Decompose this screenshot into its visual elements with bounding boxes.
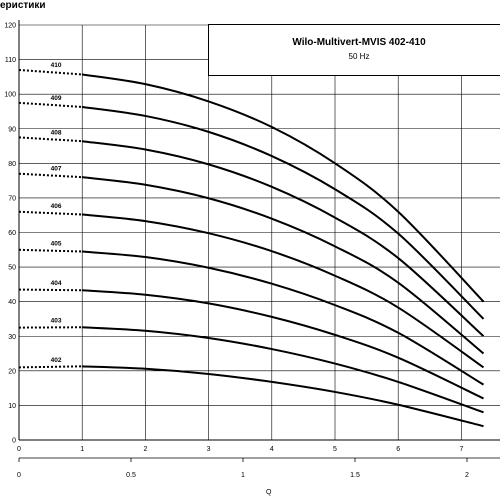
y-tick-labels: 0 10 20 30 40 50 60 70 80 90 100 110 120 bbox=[4, 23, 16, 445]
x-tick-labels: 0 1 2 3 4 5 6 7 0 0.5 1 1.5 2 bbox=[17, 446, 469, 479]
series-curve-dotted-408 bbox=[18, 136, 83, 143]
series-curve-406 bbox=[82, 213, 485, 369]
chart-title: Wilo-Multivert-MVIS 402-410 bbox=[292, 37, 426, 48]
series-label-403: 403 bbox=[51, 317, 62, 324]
series-curve-dotted-405 bbox=[18, 248, 83, 253]
x-tick-label-bottom: 2 bbox=[465, 472, 469, 479]
x-tick-label-top: 4 bbox=[270, 446, 274, 453]
series-curve-408 bbox=[82, 140, 485, 337]
y-tick-label: 90 bbox=[8, 126, 16, 133]
y-tick-label: 10 bbox=[8, 403, 16, 410]
series-label-408: 408 bbox=[51, 129, 62, 136]
x-tick-label-bottom: 0.5 bbox=[126, 472, 136, 479]
x-tick-label-bottom: 1 bbox=[241, 472, 245, 479]
y-tick-label: 100 bbox=[4, 92, 16, 99]
x-tick-label-top: 7 bbox=[459, 446, 463, 453]
grid bbox=[18, 20, 500, 459]
series-curve-dotted-404 bbox=[18, 288, 83, 292]
y-tick-label: 20 bbox=[8, 368, 16, 375]
series-label-406: 406 bbox=[51, 203, 62, 210]
series-label-404: 404 bbox=[51, 280, 62, 287]
series-curve-403 bbox=[82, 326, 484, 414]
y-tick-label: 110 bbox=[5, 57, 16, 64]
y-tick-label: 40 bbox=[8, 299, 16, 306]
y-tick-label: 80 bbox=[8, 161, 16, 168]
x-tick-label-top: 1 bbox=[80, 446, 84, 453]
chart-title-box: Wilo-Multivert-MVIS 402-410 50 Hz bbox=[208, 24, 500, 76]
series-curve-dotted-406 bbox=[18, 210, 83, 216]
series-curve-dotted-409 bbox=[18, 101, 83, 108]
series-label-405: 405 bbox=[51, 241, 62, 248]
series-label-410: 410 bbox=[51, 62, 62, 69]
y-tick-label: 0 bbox=[12, 438, 16, 445]
series-curve-409 bbox=[82, 105, 485, 320]
series-lines bbox=[18, 68, 485, 428]
y-tick-label: 70 bbox=[8, 195, 16, 202]
series-curve-402 bbox=[82, 365, 484, 428]
series-label-402: 402 bbox=[51, 357, 62, 364]
series-curve-dotted-407 bbox=[18, 172, 83, 179]
x-tick-label-top: 5 bbox=[333, 446, 337, 453]
series-curve-404 bbox=[82, 289, 484, 400]
chart-subtitle: 50 Hz bbox=[348, 52, 370, 61]
y-tick-label: 120 bbox=[4, 23, 16, 30]
series-curve-dotted-410 bbox=[18, 68, 83, 76]
series-curve-407 bbox=[82, 176, 485, 355]
x-tick-label-bottom: 1.5 bbox=[350, 472, 360, 479]
series-label-409: 409 bbox=[51, 95, 62, 102]
x-tick-label-top: 3 bbox=[207, 446, 211, 453]
series-curve-410 bbox=[82, 73, 485, 303]
series-curve-dotted-402 bbox=[18, 365, 83, 369]
x-tick-label-bottom: 0 bbox=[17, 472, 21, 479]
x-tick-label-top: 0 bbox=[17, 446, 21, 453]
x-tick-label-top: 2 bbox=[143, 446, 147, 453]
y-tick-label: 30 bbox=[8, 334, 16, 341]
series-label-407: 407 bbox=[51, 165, 62, 172]
x-axis-label: Q bbox=[266, 489, 272, 496]
y-tick-label: 60 bbox=[8, 230, 16, 237]
x-tick-label-top: 6 bbox=[396, 446, 400, 453]
series-curve-405 bbox=[82, 250, 485, 386]
series-labels: 402 403 404 405 406 407 408 409 410 bbox=[51, 62, 62, 364]
y-tick-label: 50 bbox=[8, 265, 16, 272]
page-title: еристики bbox=[0, 0, 46, 11]
